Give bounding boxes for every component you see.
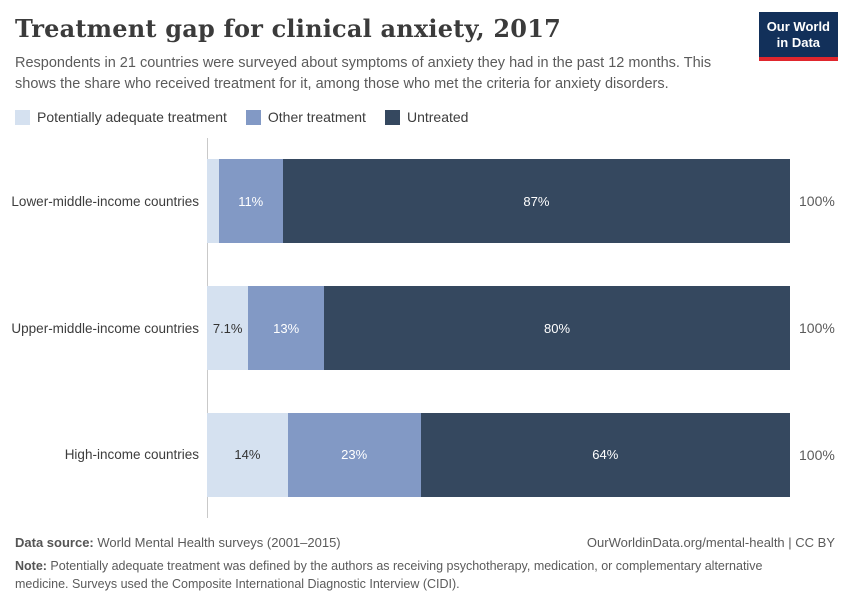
bar-segment[interactable]: 11%: [218, 159, 283, 244]
bar-segment[interactable]: [207, 159, 219, 244]
bar-total-label: 100%: [799, 446, 835, 463]
chart-subtitle: Respondents in 21 countries were surveye…: [15, 55, 712, 92]
bar-segment[interactable]: 64%: [420, 412, 790, 497]
legend-label: Untreated: [406, 109, 469, 126]
data-source: Data source: World Mental Health surveys…: [15, 535, 341, 550]
chart-rows: Lower-middle-income countries 11% 87% 100% U…: [0, 138, 850, 518]
legend-label: Other treatment: [267, 109, 366, 126]
stacked-bar: 7.1% 13% 80%: [207, 286, 790, 371]
owid-url-link[interactable]: OurWorldinData.org/mental-health | CC BY: [586, 535, 835, 551]
bar-segment[interactable]: 87%: [282, 159, 790, 244]
category-label: Lower-middle-income countries: [11, 193, 199, 209]
bar-segment[interactable]: 7.1%: [207, 286, 249, 371]
owid-logo[interactable]: Our World in Data: [758, 12, 838, 61]
owid-logo-line2: in Data: [776, 35, 821, 51]
chart-footer: Data source: World Mental Health surveys…: [15, 535, 835, 593]
bar-segment[interactable]: 14%: [207, 412, 288, 497]
chart-row: Upper-middle-income countries 7.1% 13% 80% 1…: [0, 265, 850, 391]
bar-total-label: 100%: [799, 320, 835, 337]
page-title: Treatment gap for clinical anxiety, 2017: [15, 14, 562, 43]
data-source-text: World Mental Health surveys (2001–2015): [93, 535, 341, 551]
legend: Potentially adequate treatment Other trea…: [15, 109, 835, 125]
bar-segment[interactable]: 13%: [248, 286, 325, 371]
legend-swatch-icon: [15, 109, 30, 125]
stacked-bar: 14% 23% 64%: [207, 412, 790, 497]
category-label: High-income countries: [64, 447, 199, 463]
footnote-text: Potentially adequate treatment was defin…: [15, 559, 763, 592]
data-source-label: Data source:: [15, 535, 94, 551]
footnote-label: Note:: [15, 559, 47, 574]
legend-swatch-icon: [384, 109, 400, 125]
chart-area: Lower-middle-income countries 11% 87% 100% U…: [0, 138, 850, 519]
legend-item: Potentially adequate treatment: [15, 109, 227, 125]
category-label: Upper-middle-income countries: [11, 320, 199, 336]
owid-logo-line1: Our World: [766, 19, 830, 34]
legend-swatch-icon: [245, 109, 261, 125]
bar-segment[interactable]: 80%: [324, 286, 790, 371]
chart-row: Lower-middle-income countries 11% 87% 100%: [0, 138, 850, 264]
bar-total-label: 100%: [799, 193, 835, 210]
legend-label: Potentially adequate treatment: [37, 109, 227, 126]
footer-top-row: Data source: World Mental Health surveys…: [15, 535, 835, 550]
chart-row: High-income countries 14% 23% 64% 100%: [0, 392, 850, 518]
legend-item: Other treatment: [245, 109, 366, 126]
legend-item: Untreated: [384, 109, 469, 126]
stacked-bar: 11% 87%: [207, 159, 790, 244]
footnote: Note: Potentially adequate treatment was…: [15, 557, 777, 593]
bar-segment[interactable]: 23%: [287, 412, 421, 497]
